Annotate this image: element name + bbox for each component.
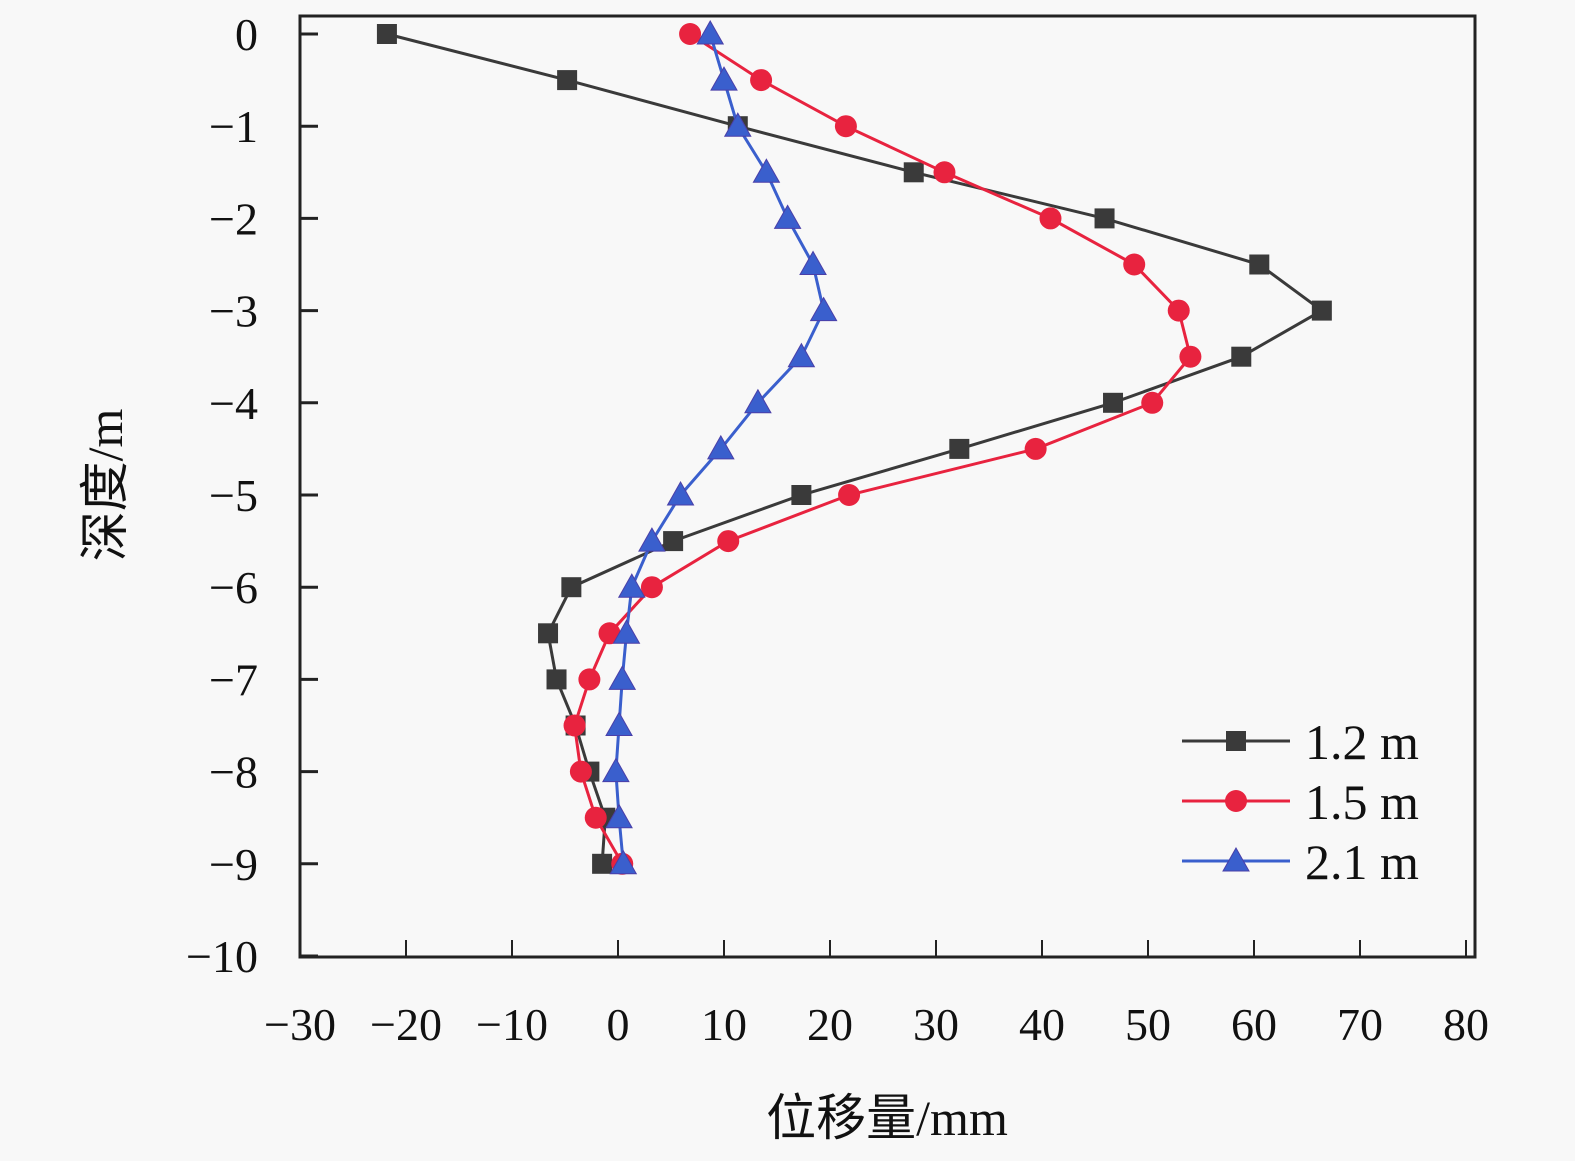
data-point: [1123, 253, 1146, 276]
x-tick-label: 50: [1125, 999, 1171, 1050]
data-point: [933, 161, 956, 184]
data-point: [1103, 392, 1124, 413]
data-point: [563, 714, 586, 737]
y-tick-label: −3: [209, 286, 258, 337]
data-point: [752, 158, 781, 183]
data-point: [1141, 391, 1164, 414]
y-tick-label: −6: [209, 562, 258, 613]
legend-label: 2.1 m: [1305, 834, 1419, 890]
x-tick-label: −30: [264, 999, 336, 1050]
data-point: [744, 388, 772, 414]
y-tick-label: −10: [186, 931, 258, 982]
data-point: [717, 530, 740, 553]
legend-item: 1.5 m: [1182, 774, 1419, 830]
data-point: [710, 66, 738, 91]
data-point: [638, 527, 666, 552]
data-point: [666, 480, 695, 506]
legend-marker: [1222, 846, 1250, 872]
data-point: [1311, 300, 1332, 321]
data-point: [949, 438, 970, 459]
x-tick-label: 80: [1443, 999, 1489, 1050]
data-point: [605, 711, 633, 736]
x-tick-label: 10: [701, 999, 747, 1050]
y-tick-label: 0: [235, 9, 258, 60]
data-point: [1231, 346, 1252, 367]
legend-item: 1.2 m: [1182, 714, 1419, 770]
data-point: [612, 619, 641, 644]
data-point: [706, 434, 735, 460]
legend-label: 1.5 m: [1305, 774, 1419, 830]
data-point: [546, 669, 567, 690]
data-point: [640, 576, 663, 599]
data-point: [750, 69, 773, 92]
x-axis-label: 位移量/mm: [766, 1090, 1008, 1146]
y-tick-label: −2: [209, 193, 258, 244]
y-tick-label: −5: [209, 470, 258, 521]
data-point: [569, 760, 592, 783]
data-point: [809, 296, 838, 322]
data-point: [696, 19, 725, 45]
x-tick-label: 20: [807, 999, 853, 1050]
x-tick-label: 60: [1231, 999, 1277, 1050]
y-tick-label: −4: [209, 378, 258, 429]
data-point: [609, 849, 638, 875]
data-point: [723, 112, 752, 137]
data-point: [1249, 254, 1270, 275]
data-point: [376, 24, 397, 44]
y-tick-label: −7: [209, 654, 258, 705]
data-point: [592, 853, 613, 874]
x-tick-label: 70: [1337, 999, 1383, 1050]
x-tick-label: −10: [476, 999, 548, 1050]
data-point: [608, 665, 637, 690]
data-point: [787, 342, 816, 368]
y-tick-label: −9: [209, 839, 258, 890]
legend-marker: [1226, 731, 1246, 751]
data-point: [838, 484, 861, 506]
data-point: [602, 757, 630, 783]
data-point: [834, 115, 857, 138]
data-point: [578, 668, 601, 691]
data-point: [903, 162, 924, 183]
legend-label: 1.2 m: [1305, 714, 1419, 770]
data-point: [1094, 208, 1115, 229]
data-point: [617, 573, 646, 598]
x-tick-label: 30: [913, 999, 959, 1050]
legend: 1.2 m1.5 m2.1 m: [1182, 714, 1419, 890]
x-tick-label: 40: [1019, 999, 1065, 1050]
data-point: [598, 622, 621, 645]
y-tick-label: −8: [209, 747, 258, 798]
x-tick-label: −20: [370, 999, 442, 1050]
data-point: [679, 23, 702, 45]
y-axis-ticks: 0 −1 −2 −3 −4 −5 −6 −7 −8 −9 −10: [186, 9, 318, 982]
data-point: [1167, 299, 1190, 322]
x-tick-label: 0: [607, 999, 630, 1050]
series-1-5-m: [563, 23, 1202, 875]
legend-item: 2.1 m: [1182, 834, 1419, 890]
series-layer: [376, 19, 1332, 875]
data-point: [538, 623, 559, 644]
data-point: [557, 70, 578, 91]
data-point: [1179, 345, 1202, 368]
y-tick-label: −1: [209, 101, 258, 152]
x-axis-ticks: −30 −20 −10 0 10 20 30 40 50 60 70 80: [264, 940, 1489, 1050]
data-point: [773, 204, 802, 229]
y-axis-label: 深度/m: [77, 409, 133, 562]
data-point: [584, 806, 607, 829]
series-2-1-m: [602, 19, 838, 875]
data-point: [791, 485, 812, 505]
data-point: [799, 250, 827, 275]
data-point: [605, 803, 633, 829]
legend-marker: [1225, 790, 1247, 812]
data-point: [1024, 437, 1047, 460]
data-point: [1039, 207, 1062, 230]
data-point: [663, 531, 684, 552]
data-point: [561, 577, 582, 598]
